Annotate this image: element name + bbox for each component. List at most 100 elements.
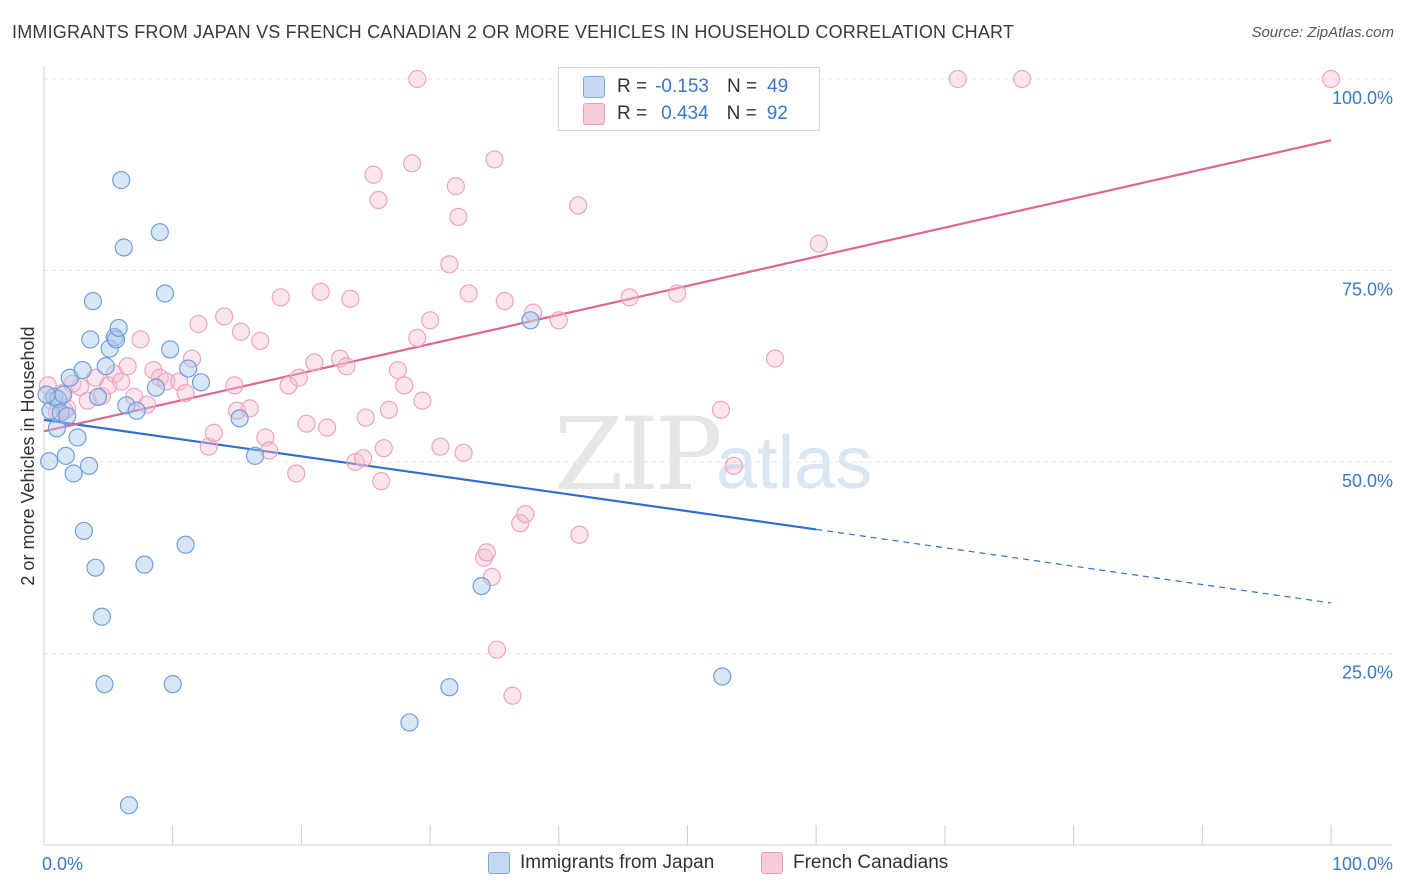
point-french — [204, 423, 223, 442]
trend-line-japan-projection — [816, 528, 1332, 604]
point-french — [131, 330, 150, 349]
series-swatch-japan — [488, 852, 510, 874]
point-japan — [96, 357, 115, 376]
point-french — [318, 418, 337, 437]
series-legend-japan: Immigrants from Japan — [488, 852, 714, 874]
point-japan — [95, 675, 114, 694]
point-french — [199, 437, 218, 456]
point-japan — [146, 378, 166, 397]
point-japan — [37, 385, 56, 404]
point-japan — [713, 667, 732, 686]
point-french — [668, 284, 687, 303]
point-french — [402, 154, 422, 173]
point-french — [260, 441, 279, 460]
y-tick-label: 75.0% — [1342, 280, 1393, 300]
point-french — [449, 207, 468, 226]
point-french — [549, 311, 568, 330]
point-japan — [68, 428, 87, 447]
point-japan — [245, 446, 265, 465]
point-french — [454, 443, 473, 462]
point-japan — [109, 318, 128, 338]
point-japan — [83, 292, 103, 311]
point-french — [189, 315, 208, 334]
point-japan — [112, 171, 131, 190]
point-french — [379, 400, 399, 420]
point-japan — [56, 446, 75, 465]
point-french — [118, 357, 137, 376]
point-french — [271, 288, 290, 307]
point-french — [279, 376, 298, 395]
point-french — [354, 449, 373, 468]
trend-line-french — [43, 139, 1332, 433]
point-japan — [230, 409, 249, 428]
watermark-zip: ZIP — [554, 396, 722, 513]
point-french — [78, 391, 97, 410]
point-japan — [179, 359, 198, 378]
point-french — [369, 190, 388, 210]
point-japan — [40, 452, 59, 471]
point-japan — [161, 340, 180, 359]
point-japan — [54, 385, 73, 404]
series-label-french: French Canadians — [793, 852, 949, 873]
series-label-japan: Immigrants from Japan — [520, 852, 715, 873]
x-tick-label: 100.0% — [1332, 854, 1393, 874]
chart-title: IMMIGRANTS FROM JAPAN VS FRENCH CANADIAN… — [12, 22, 1015, 42]
point-french — [711, 400, 731, 420]
point-french — [364, 165, 383, 184]
legend-row-japan: R = -0.153 N = 49 — [559, 73, 788, 101]
correlation-legend: R = -0.153 N = 49 R = 0.434 N = 92 — [558, 67, 820, 131]
point-french — [251, 331, 270, 351]
point-french — [620, 288, 639, 307]
point-japan — [106, 330, 126, 349]
point-french — [948, 69, 967, 89]
point-french — [1013, 69, 1032, 89]
point-japan — [117, 396, 136, 415]
point-japan — [100, 339, 119, 358]
y-axis-label: 2 or more Vehicles in Household — [18, 326, 38, 585]
point-french — [112, 372, 131, 391]
point-french — [231, 322, 251, 341]
point-japan — [400, 713, 419, 732]
point-french — [477, 543, 496, 562]
point-french — [495, 292, 514, 311]
point-french — [482, 567, 501, 587]
point-french — [1321, 69, 1341, 89]
point-french — [440, 255, 459, 274]
legend-r-label: R = — [617, 76, 648, 97]
point-french — [287, 464, 306, 483]
point-french — [225, 376, 244, 395]
point-japan — [64, 464, 83, 483]
point-japan — [191, 373, 211, 392]
y-tick-label: 50.0% — [1342, 471, 1393, 491]
legend-swatch-french — [583, 103, 605, 125]
point-french — [809, 234, 828, 253]
point-french — [395, 376, 414, 395]
legend-r-value: 0.434 — [661, 103, 709, 124]
point-japan — [88, 387, 108, 406]
point-french — [413, 391, 432, 410]
point-french — [569, 196, 588, 215]
point-japan — [47, 419, 66, 438]
x-tick-label: 0.0% — [42, 854, 83, 874]
data-points — [37, 69, 1341, 815]
point-french — [305, 353, 324, 372]
axes — [43, 66, 1392, 846]
legend-r-label: R = — [617, 103, 648, 124]
point-french — [182, 349, 202, 368]
point-japan — [135, 555, 154, 574]
point-french — [503, 686, 522, 705]
point-japan — [472, 576, 491, 596]
point-french — [570, 525, 589, 544]
point-french — [516, 504, 535, 524]
point-french — [485, 150, 504, 169]
point-french — [356, 408, 375, 427]
point-japan — [74, 521, 93, 541]
point-french — [215, 307, 234, 326]
point-japan — [163, 675, 182, 694]
trend-line-japan — [43, 418, 817, 531]
point-french — [765, 349, 785, 368]
source-label: Source: ZipAtlas.com — [1251, 24, 1394, 41]
point-french — [421, 311, 440, 330]
point-japan — [521, 311, 540, 330]
point-french — [388, 360, 408, 380]
